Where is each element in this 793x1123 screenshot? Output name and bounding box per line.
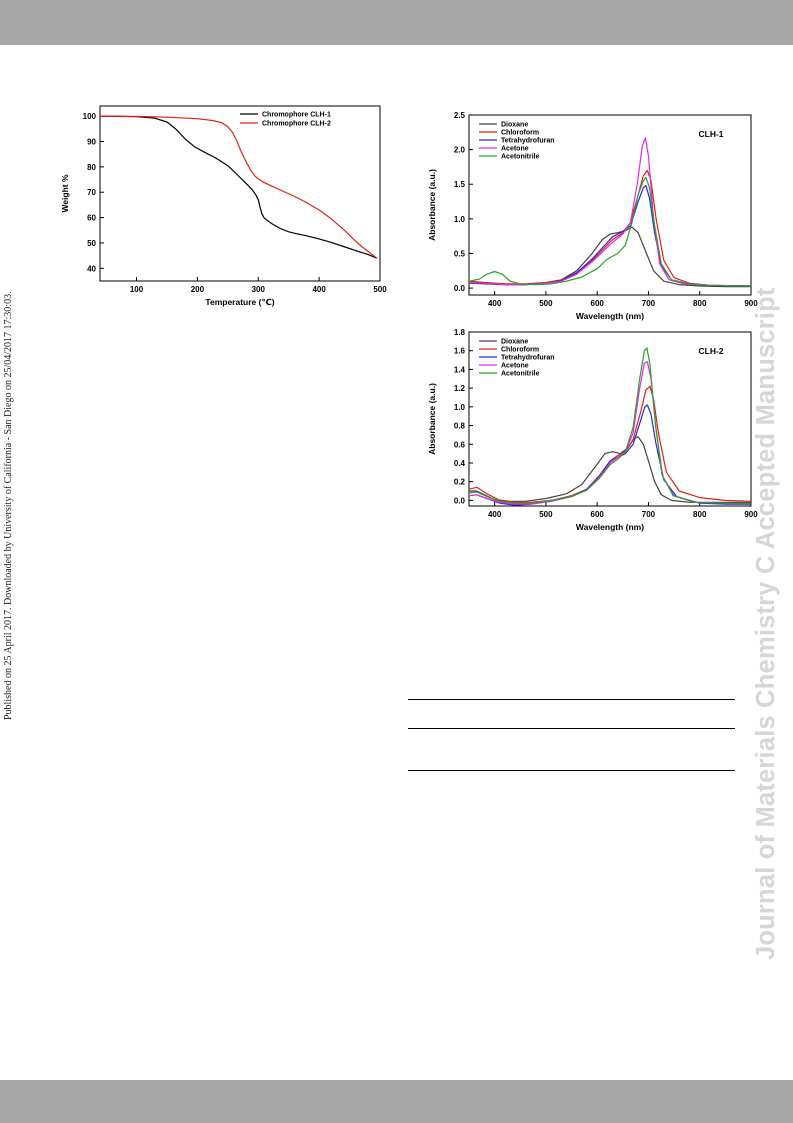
series-line-chloroform <box>469 385 751 503</box>
series-line-acetonitrile <box>469 176 751 287</box>
journal-watermark: Journal of Materials Chemistry C Accepte… <box>752 287 780 960</box>
x-tick-label: 700 <box>642 510 656 519</box>
x-tick-label: 500 <box>373 285 387 294</box>
x-tick-label: 100 <box>130 285 144 294</box>
clh1-absorbance-chart: 400 500 600 700 800 900 0.0 0.5 1.0 1.5 2.0 2.5 Wave… <box>427 111 758 321</box>
clh2-absorbance-chart: 400 500 600 700 800 900 0.0 0.2 0.4 0.6 0.8 1.0 1.2 1… <box>427 328 758 532</box>
legend-label-chromophore-clh-1: Chromophore CLH-1 <box>262 112 331 119</box>
legend-label-chromophore-clh-2: Chromophore CLH-2 <box>262 121 331 128</box>
y-tick-label: 1.8 <box>454 328 466 337</box>
chart-annotation: CLH-2 <box>698 346 723 356</box>
legend-label-dioxane: Dioxane <box>501 122 528 129</box>
tga-chart: 100 200 300 400 500 40 50 60 70 80 90 100 Temperatur… <box>60 105 387 307</box>
header-bar <box>0 0 793 45</box>
y-tick-label: 50 <box>87 239 96 248</box>
y-tick-label: 70 <box>87 188 96 197</box>
legend: DioxaneChloroformTetrahydrofuranAcetoneA… <box>479 122 555 161</box>
x-tick-label: 600 <box>591 299 605 308</box>
legend-label-dioxane: Dioxane <box>501 339 528 346</box>
legend-label-acetone: Acetone <box>501 146 529 153</box>
y-tick-label: 0.2 <box>454 478 466 487</box>
x-tick-label: 400 <box>488 510 502 519</box>
x-tick-label: 900 <box>744 299 758 308</box>
series-line-acetonitrile <box>469 347 751 504</box>
legend-label-chloroform: Chloroform <box>501 347 539 354</box>
x-tick-label: 200 <box>191 285 205 294</box>
legend: DioxaneChloroformTetrahydrofuranAcetoneA… <box>479 339 555 378</box>
x-tick-label: 400 <box>488 299 502 308</box>
plot-frame <box>468 331 752 507</box>
x-tick-label: 500 <box>539 299 553 308</box>
y-tick-label: 1.2 <box>454 384 466 393</box>
x-tick-label: 600 <box>591 510 605 519</box>
table-rule-middle <box>408 728 735 729</box>
x-tick-label: 300 <box>252 285 266 294</box>
series-line-acetone <box>469 361 751 505</box>
x-tick-label: 500 <box>539 510 553 519</box>
x-tick-label: 800 <box>693 299 707 308</box>
y-tick-label: 100 <box>83 112 97 121</box>
y-tick-label: 0.0 <box>454 284 466 293</box>
series-line-chromophore-clh-1 <box>100 115 378 259</box>
series-line-acetone <box>469 137 751 287</box>
y-axis-label: Weight % <box>60 174 70 213</box>
table-rule-top <box>408 699 735 700</box>
series-line-tetrahydrofuran <box>469 185 751 287</box>
legend-label-acetone: Acetone <box>501 363 529 370</box>
y-tick-label: 90 <box>87 138 96 147</box>
y-tick-label: 2.5 <box>454 111 466 120</box>
y-tick-label: 1.4 <box>454 365 466 374</box>
y-tick-label: 0.6 <box>454 440 466 449</box>
y-tick-label: 40 <box>87 264 96 273</box>
y-tick-label: 1.0 <box>454 215 466 224</box>
x-tick-label: 800 <box>693 510 707 519</box>
y-tick-label: 0.8 <box>454 422 466 431</box>
series-line-chloroform <box>469 169 751 287</box>
y-tick-label: 0.0 <box>454 496 466 505</box>
x-tick-label: 900 <box>744 510 758 519</box>
footer-bar <box>0 1080 793 1123</box>
y-tick-label: 60 <box>87 214 96 223</box>
y-tick-label: 1.6 <box>454 347 466 356</box>
publication-note: Published on 25 April 2017. Downloaded b… <box>3 291 14 720</box>
y-tick-label: 80 <box>87 163 96 172</box>
legend-label-acetonitrile: Acetonitrile <box>501 371 540 378</box>
table-rule-bottom <box>408 770 735 771</box>
x-tick-label: 700 <box>642 299 656 308</box>
y-tick-label: 1.5 <box>454 180 466 189</box>
legend-label-tetrahydrofuran: Tetrahydrofuran <box>501 138 555 145</box>
series-line-tetrahydrofuran <box>469 404 751 506</box>
legend-label-acetonitrile: Acetonitrile <box>501 154 540 161</box>
y-axis-label: Absorbance (a.u.) <box>427 169 437 241</box>
legend-label-tetrahydrofuran: Tetrahydrofuran <box>501 355 555 362</box>
y-tick-label: 0.5 <box>454 249 466 258</box>
chart-annotation: CLH-1 <box>698 129 723 139</box>
series-line-dioxane <box>469 436 751 503</box>
y-tick-label: 0.4 <box>454 459 466 468</box>
series-line-chromophore-clh-2 <box>100 115 378 259</box>
y-tick-label: 1.0 <box>454 403 466 412</box>
x-axis-label: Wavelength (nm) <box>576 311 644 321</box>
y-axis-label: Absorbance (a.u.) <box>427 383 437 455</box>
y-tick-label: 2.0 <box>454 146 466 155</box>
legend: Chromophore CLH-1 Chromophore CLH-2 <box>240 112 331 128</box>
x-tick-label: 400 <box>312 285 326 294</box>
x-axis-label: Temperature (℃) <box>205 297 274 307</box>
plot-frame <box>468 114 752 296</box>
legend-label-chloroform: Chloroform <box>501 130 539 137</box>
plot-frame <box>99 105 381 282</box>
x-axis-label: Wavelength (nm) <box>576 522 644 532</box>
